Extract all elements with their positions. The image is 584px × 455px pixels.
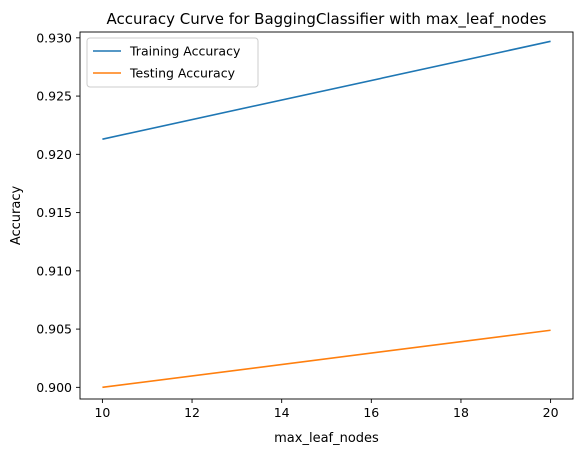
legend-label-testing-accuracy: Testing Accuracy <box>129 66 236 81</box>
y-tick-label: 0.920 <box>36 147 72 162</box>
x-axis-ticks: 10 12 14 16 18 20 <box>94 399 559 420</box>
x-tick-label: 10 <box>94 405 110 420</box>
series-line-training-accuracy <box>102 40 551 140</box>
x-tick-label: 18 <box>453 405 469 420</box>
x-axis-label: max_leaf_nodes <box>274 431 379 446</box>
legend-box <box>86 37 259 88</box>
y-axis-ticks: 0.900 0.905 0.910 0.915 0.920 0.925 0.930 <box>36 30 80 395</box>
series-line-testing-accuracy <box>102 329 551 389</box>
x-tick-label: 16 <box>363 405 379 420</box>
y-tick-label: 0.910 <box>36 263 72 278</box>
legend: Training Accuracy Testing Accuracy <box>86 37 259 88</box>
y-tick-label: 0.905 <box>36 322 72 337</box>
x-tick-label: 14 <box>274 405 290 420</box>
legend-label-training-accuracy: Training Accuracy <box>129 44 241 59</box>
plot-area <box>79 31 574 400</box>
x-tick-label: 12 <box>184 405 200 420</box>
chart-title: Accuracy Curve for BaggingClassifier wit… <box>106 10 546 29</box>
series-layer <box>102 40 551 389</box>
y-tick-label: 0.930 <box>36 30 72 45</box>
y-axis-label: Accuracy <box>9 186 24 246</box>
y-tick-label: 0.925 <box>36 89 72 104</box>
x-tick-label: 20 <box>543 405 559 420</box>
y-tick-label: 0.915 <box>36 205 72 220</box>
y-tick-label: 0.900 <box>36 380 72 395</box>
